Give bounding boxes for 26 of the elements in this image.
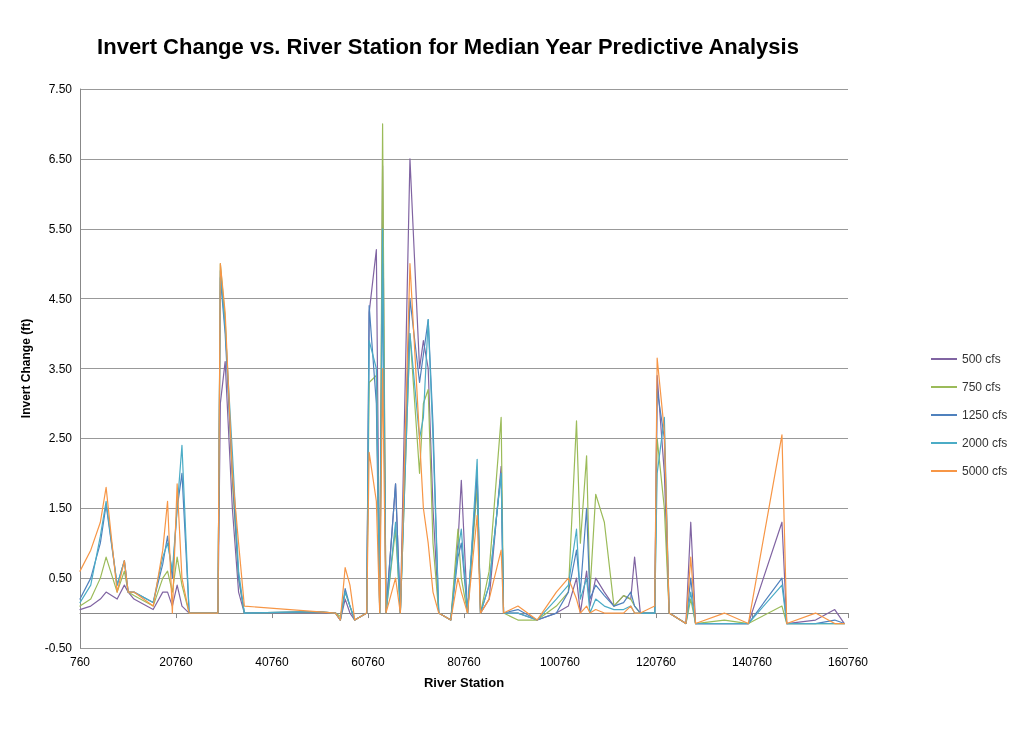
x-axis-title: River Station (423, 675, 505, 690)
x-tick-label: 60760 (351, 655, 386, 669)
x-tick-label: 40760 (255, 655, 290, 669)
legend-label: 2000 cfs (962, 436, 1008, 450)
y-tick-label: 3.50 (48, 361, 73, 376)
y-tick-label: 4.50 (48, 291, 73, 306)
y-tick-label: 0.50 (48, 571, 73, 586)
x-tick-label: 160760 (827, 655, 869, 669)
legend-label: 750 cfs (962, 380, 1001, 394)
y-tick-label: 1.50 (48, 501, 73, 516)
y-tick-label: 2.50 (48, 431, 73, 446)
x-tick-label: 80760 (447, 655, 482, 669)
x-tick-label: 20760 (159, 655, 194, 669)
legend-label: 500 cfs (962, 352, 1001, 366)
legend-label: 1250 cfs (962, 408, 1008, 422)
y-axis-title: Invert Change (ft) (19, 318, 33, 419)
x-tick-label: 760 (69, 655, 91, 669)
y-tick-label: -0.50 (44, 641, 73, 655)
y-tick-label: 6.50 (48, 151, 73, 166)
chart-title: Invert Change vs. River Station for Median Year Predictive Analysis (97, 33, 799, 59)
x-tick-label: 120760 (635, 655, 677, 669)
y-tick-label: 7.50 (48, 82, 73, 96)
legend-label: 5000 cfs (962, 464, 1008, 478)
x-tick-label: 140760 (731, 655, 773, 669)
y-tick-label: 5.50 (48, 221, 73, 236)
x-tick-label: 100760 (539, 655, 581, 669)
